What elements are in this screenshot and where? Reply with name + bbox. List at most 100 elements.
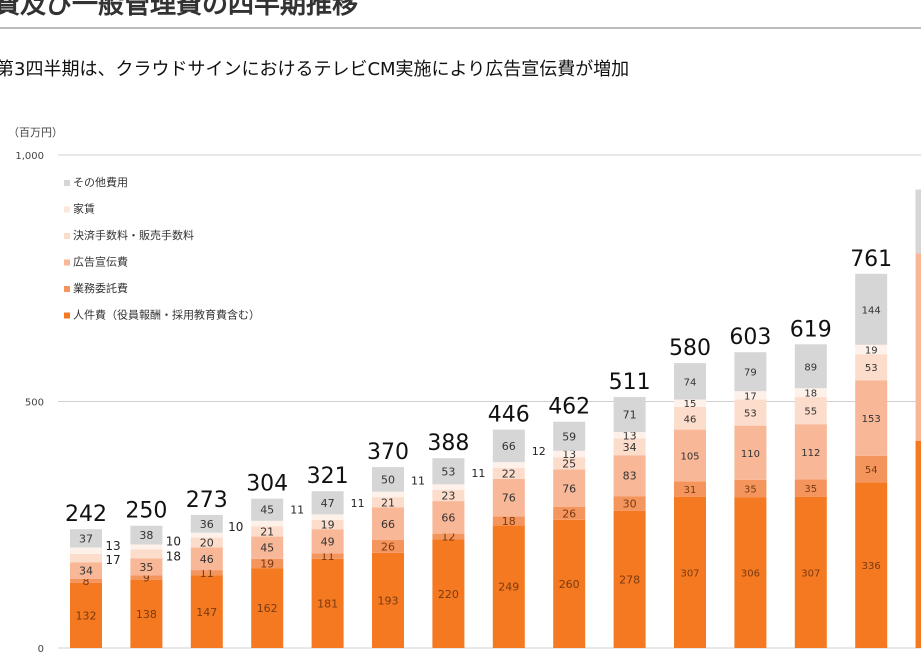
bar-segment xyxy=(190,547,223,571)
bar-segment xyxy=(734,352,767,392)
y-tick-label: 500 xyxy=(25,398,44,409)
bar-segment xyxy=(432,484,465,490)
bar-segment xyxy=(70,578,102,583)
bar-segment xyxy=(251,568,284,648)
data-label: 54 xyxy=(865,465,878,476)
data-label: 45 xyxy=(260,542,274,555)
data-label: 12 xyxy=(532,445,546,458)
bar-segment xyxy=(492,478,525,517)
bar-segment xyxy=(190,514,223,533)
bar-segment xyxy=(553,519,586,648)
bar-segment xyxy=(855,455,888,483)
y-tick-label: 0 xyxy=(38,644,44,655)
data-label: 153 xyxy=(862,414,881,425)
data-label: 147 xyxy=(196,606,217,619)
data-label: 66 xyxy=(381,518,395,531)
bar-segment xyxy=(70,582,102,648)
data-label: 11 xyxy=(351,497,365,510)
bar-segment xyxy=(794,388,827,398)
bar-segment xyxy=(734,391,767,400)
bar-segment xyxy=(190,575,223,648)
data-label: 26 xyxy=(381,540,395,553)
data-label: 35 xyxy=(804,484,817,495)
data-label: 53 xyxy=(441,465,455,478)
data-label: 25 xyxy=(562,457,576,470)
data-label: 35 xyxy=(139,561,153,574)
bar-segment xyxy=(372,552,404,648)
data-label: 307 xyxy=(801,568,820,579)
bar-segment xyxy=(613,438,646,456)
bar-segment xyxy=(311,529,344,554)
data-label: 53 xyxy=(744,409,757,420)
data-label: 220 xyxy=(438,588,459,601)
total-label: 580 xyxy=(669,336,711,361)
bar-segment xyxy=(70,553,102,563)
total-label: 511 xyxy=(609,370,651,395)
bar-segment xyxy=(311,553,344,559)
bar-segment xyxy=(372,540,404,553)
data-label: 17 xyxy=(744,391,757,402)
data-label: 105 xyxy=(680,451,699,462)
bar-segment xyxy=(794,397,827,425)
data-label: 19 xyxy=(260,557,274,570)
bar-segment xyxy=(130,579,163,648)
data-label: 46 xyxy=(684,414,697,425)
y-axis-unit-label: （百万円） xyxy=(8,126,63,139)
data-label: 22 xyxy=(502,467,516,480)
data-label: 13 xyxy=(105,539,120,553)
bar-segment xyxy=(613,455,646,497)
data-label: 71 xyxy=(623,409,637,422)
legend-label: その他費用 xyxy=(73,175,128,189)
data-label: 18 xyxy=(804,389,817,400)
data-label: 50 xyxy=(381,473,395,486)
bar-segment xyxy=(130,558,163,576)
bar-segment xyxy=(553,421,586,451)
bar-segment xyxy=(674,406,706,430)
bar-segment xyxy=(855,380,888,456)
data-label: 76 xyxy=(562,482,576,495)
bar-segment xyxy=(311,519,344,530)
data-label: 49 xyxy=(321,535,335,548)
bar-segment xyxy=(734,399,767,426)
legend-swatch xyxy=(64,206,70,213)
data-label: 181 xyxy=(317,597,338,610)
legend-label: 業務委託費 xyxy=(73,281,128,295)
legend-label: 広告宣伝費 xyxy=(73,255,128,269)
bar-segment xyxy=(190,532,223,538)
bar-segment xyxy=(674,496,706,648)
partial-bar-segment xyxy=(915,440,921,648)
bar-segment xyxy=(794,496,827,648)
bar-segment xyxy=(613,397,646,433)
bar-segment xyxy=(492,468,525,479)
bar-segment xyxy=(855,344,888,355)
data-label: 74 xyxy=(684,377,697,388)
data-label: 336 xyxy=(862,561,881,572)
bar-segment xyxy=(613,496,646,511)
bar-segment xyxy=(492,462,525,469)
data-label: 38 xyxy=(139,529,153,542)
data-label: 17 xyxy=(105,553,120,567)
bar-segment xyxy=(734,497,767,648)
bar-segment xyxy=(674,363,706,400)
data-label: 249 xyxy=(498,581,519,594)
bar-segment xyxy=(492,525,525,648)
data-label: 45 xyxy=(260,504,274,517)
bar-segment xyxy=(251,536,284,559)
legend-swatch xyxy=(64,312,70,319)
bar-segment xyxy=(432,539,465,648)
bar-segment xyxy=(794,479,827,497)
total-label: 388 xyxy=(427,431,469,456)
data-label: 15 xyxy=(684,399,697,410)
bar-segment xyxy=(311,558,344,648)
legend-swatch xyxy=(64,259,70,266)
data-label: 11 xyxy=(411,474,425,487)
data-label: 18 xyxy=(502,515,516,528)
bar-segment xyxy=(70,562,102,579)
total-label: 321 xyxy=(307,464,349,489)
data-label: 47 xyxy=(321,497,335,510)
bar-segment xyxy=(432,533,465,540)
bar-segment xyxy=(734,479,767,498)
bar-segment xyxy=(130,544,163,550)
data-label: 21 xyxy=(381,496,395,509)
